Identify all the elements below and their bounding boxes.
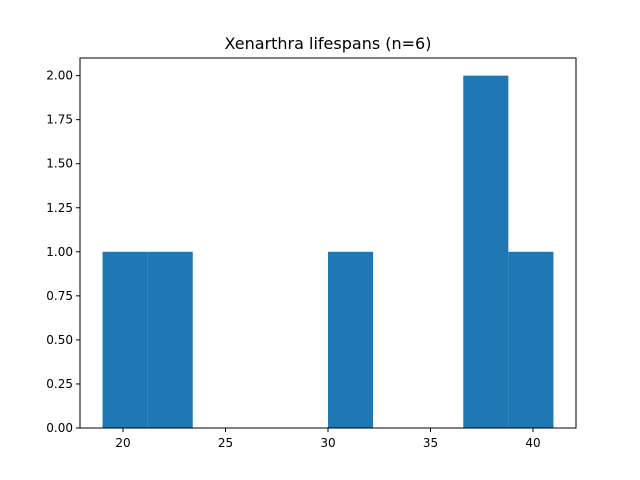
x-tick-label-4: 40 — [525, 436, 540, 450]
histogram-bar-1 — [147, 251, 193, 428]
y-tick-label-0: 0.00 — [46, 421, 73, 435]
y-tick-label-3: 0.75 — [46, 289, 73, 303]
chart-title: Xenarthra lifespans (n=6) — [225, 34, 432, 53]
y-tick-label-7: 1.75 — [46, 113, 73, 127]
y-axis-ticks: 0.00 0.25 0.50 0.75 1.00 1.25 1.50 1.75 2.00 — [46, 69, 80, 435]
y-tick-label-6: 1.50 — [46, 157, 73, 171]
y-tick-label-5: 1.25 — [46, 201, 73, 215]
x-axis-ticks: 20 25 30 35 40 — [115, 428, 541, 450]
x-tick-label-1: 25 — [218, 436, 233, 450]
histogram-bar-8 — [463, 75, 509, 428]
y-tick-label-1: 0.25 — [46, 377, 73, 391]
histogram-bar-5 — [328, 251, 374, 428]
y-tick-label-8: 2.00 — [46, 69, 73, 83]
plot-frame — [79, 57, 577, 429]
y-tick-label-4: 1.00 — [46, 245, 73, 259]
x-tick-label-3: 35 — [423, 436, 438, 450]
y-tick-label-2: 0.50 — [46, 333, 73, 347]
x-tick-label-2: 30 — [320, 436, 335, 450]
bars-group — [102, 75, 554, 428]
histogram-bar-0 — [102, 251, 148, 428]
x-tick-label-0: 20 — [115, 436, 130, 450]
histogram-bar-9 — [508, 251, 554, 428]
